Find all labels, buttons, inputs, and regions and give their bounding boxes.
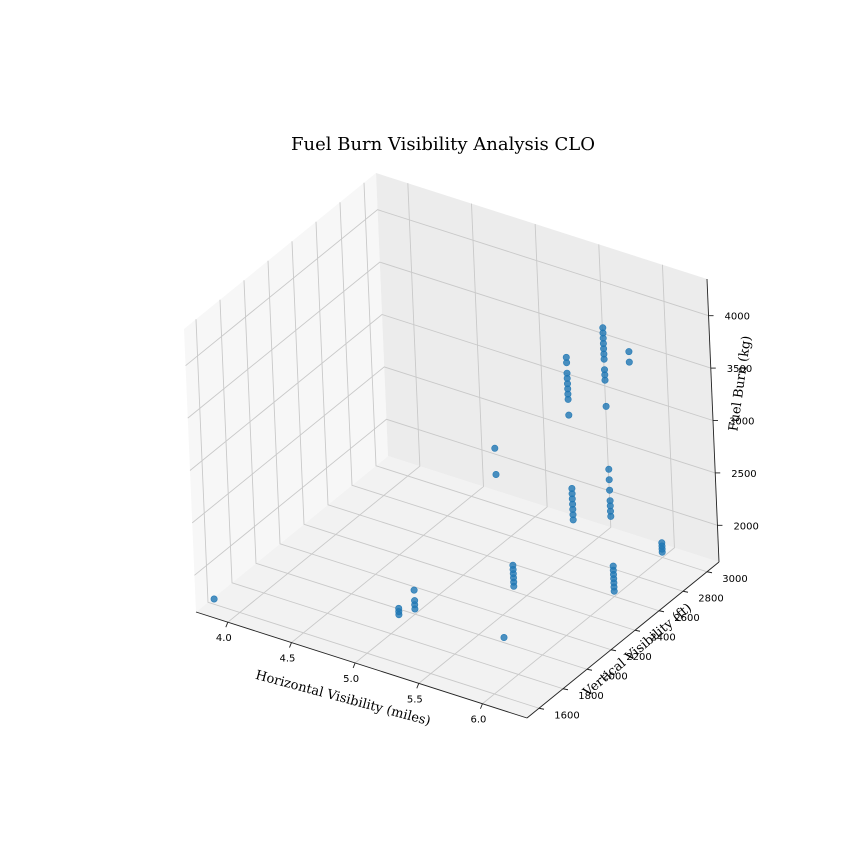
grid-line-x <box>354 223 548 664</box>
y-tick-label: 2200 <box>626 652 651 663</box>
grid-line-y <box>291 241 636 631</box>
data-point <box>562 353 570 361</box>
axis-panes <box>184 173 719 718</box>
z-tick-label: 3000 <box>729 417 754 428</box>
grid-line-x <box>227 183 421 623</box>
floor-pane <box>196 456 719 718</box>
y-tick-mark <box>706 571 713 574</box>
x-tick-label: 5.5 <box>407 694 423 705</box>
y-tick-mark <box>682 590 689 593</box>
data-point <box>411 597 419 605</box>
grid-line-y <box>219 299 564 690</box>
x-tick-mark <box>352 662 356 669</box>
x-tick-label: 4.5 <box>280 654 296 665</box>
data-point <box>609 562 617 570</box>
data-point <box>491 444 499 452</box>
grid-lines <box>185 182 718 709</box>
x-tick-label: 5.0 <box>343 674 359 685</box>
data-point <box>565 411 573 419</box>
data-point <box>410 586 418 594</box>
data-point <box>606 486 614 494</box>
grid-line-z <box>191 366 716 524</box>
x-tick-mark <box>416 683 420 689</box>
grid-line-y <box>363 182 708 573</box>
data-point <box>600 366 608 374</box>
y-tick-mark <box>586 668 593 671</box>
x-tick-mark <box>480 703 483 709</box>
z-tick-label: 2000 <box>733 521 758 532</box>
data-point <box>625 348 633 356</box>
data-point <box>606 497 614 505</box>
grid-line-y <box>339 202 684 592</box>
data-point <box>500 633 508 641</box>
y-tick-label: 2800 <box>698 593 723 604</box>
grid-line-z <box>189 313 714 471</box>
y-tick-mark <box>658 610 665 613</box>
data-point <box>605 465 613 473</box>
y-axis-line <box>526 561 720 719</box>
y-tick-mark <box>634 629 641 632</box>
z-tick-label: 2500 <box>731 469 756 480</box>
data-point <box>563 369 571 377</box>
data-point <box>658 539 666 547</box>
x-tick-label: 6.0 <box>470 715 486 726</box>
y-tick-label: 1800 <box>578 691 603 702</box>
y-tick-mark <box>610 649 617 652</box>
y-tick-label: 2000 <box>602 671 627 682</box>
data-point <box>395 604 403 612</box>
data-point <box>492 470 500 478</box>
y-tick-label: 2400 <box>650 632 675 643</box>
z-tick-label: 3500 <box>727 364 752 375</box>
data-point <box>509 561 517 569</box>
grid-line-x <box>291 203 484 643</box>
x-tick-mark <box>289 642 292 648</box>
x-axis-line <box>195 611 528 719</box>
data-point <box>602 402 610 410</box>
axes: 4.0 4.5 5.0 5.5 6.0 1600 1800 2000 2200 2400 2600 2… <box>195 278 759 726</box>
y-tick-label: 1600 <box>554 710 579 721</box>
data-point <box>605 476 613 484</box>
chart-title: Fuel Burn Visibility Analysis CLO <box>291 134 595 155</box>
data-point <box>625 358 633 366</box>
x-tick-mark <box>225 622 229 628</box>
data-point <box>210 595 218 603</box>
y-tick-mark <box>562 688 569 691</box>
y-tick-label: 3000 <box>722 574 747 585</box>
data-point <box>568 484 576 492</box>
grid-line-y <box>243 280 588 670</box>
data-point <box>599 324 607 332</box>
y-tick-label: 2600 <box>674 613 699 624</box>
data-points <box>210 324 666 641</box>
grid-line-y <box>195 319 540 709</box>
y-tick-mark <box>538 707 545 710</box>
grid-line-y <box>315 221 660 612</box>
x-tick-label: 4.0 <box>216 633 232 644</box>
grid-line-y <box>267 260 612 651</box>
z-tick-label: 4000 <box>725 312 750 323</box>
grid-line-x <box>482 264 675 705</box>
grid-line-z <box>185 209 709 367</box>
